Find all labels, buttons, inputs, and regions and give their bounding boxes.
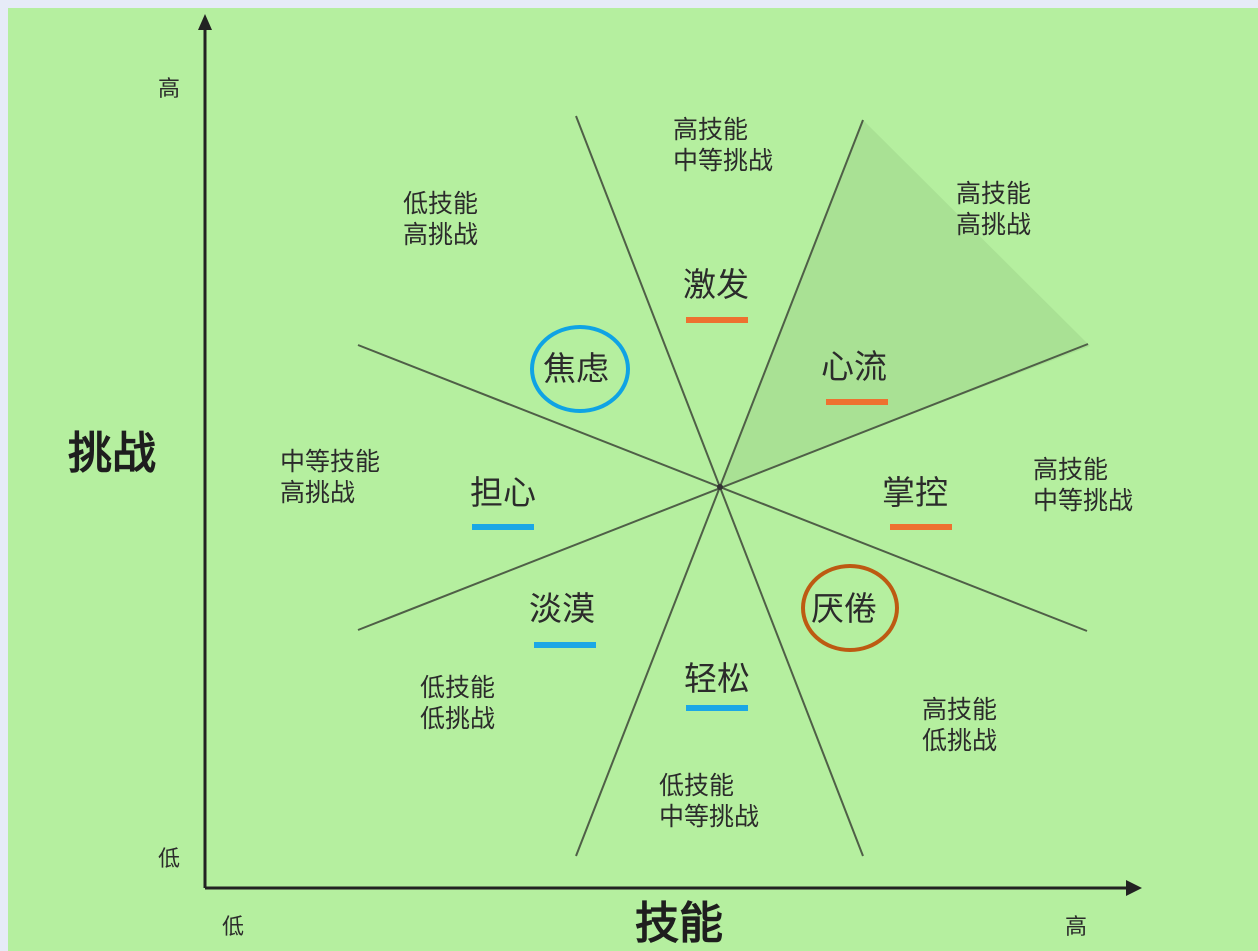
region-bottom-label: 低技能 中等挑战 — [659, 770, 759, 833]
region-upper-right-line1: 高技能 — [956, 179, 1032, 208]
flow-underline — [826, 399, 888, 405]
state-worry: 担心 — [470, 473, 536, 512]
region-upper-left-line2: 高挑战 — [403, 220, 479, 250]
region-left-line1: 中等技能 — [280, 447, 381, 476]
region-top-label: 高技能 中等挑战 — [673, 114, 773, 177]
region-bottom-line2: 中等挑战 — [659, 802, 760, 832]
region-right-line1: 高技能 — [1033, 455, 1109, 484]
region-lower-right-label: 高技能 低挑战 — [922, 694, 997, 757]
state-relaxation: 轻松 — [684, 659, 750, 698]
y-axis-label: 挑战 — [68, 428, 156, 479]
region-right-line2: 中等挑战 — [1033, 486, 1134, 516]
x-axis-label: 技能 — [635, 898, 723, 949]
state-flow: 心流 — [821, 347, 887, 386]
boredom-circle — [801, 564, 899, 652]
region-upper-left-label: 低技能 高挑战 — [403, 188, 478, 251]
region-top-line1: 高技能 — [673, 115, 749, 144]
state-control: 掌控 — [882, 473, 948, 512]
region-lower-left-line2: 低挑战 — [420, 704, 496, 734]
apathy-underline — [534, 642, 596, 648]
region-top-line2: 中等挑战 — [673, 146, 774, 176]
region-lower-left-line1: 低技能 — [420, 673, 496, 702]
control-underline — [890, 524, 952, 530]
diagram-canvas: 挑战 技能 高 低 低 高 高技能 中等挑战 低技能 高挑战 高技能 高挑战 中… — [8, 8, 1258, 951]
relaxation-underline — [686, 705, 748, 711]
x-axis-arrow — [1126, 880, 1142, 896]
y-axis-high-tick: 高 — [158, 77, 181, 102]
anxiety-circle — [530, 325, 630, 413]
state-apathy: 淡漠 — [529, 589, 595, 628]
region-right-label: 高技能 中等挑战 — [1033, 454, 1133, 517]
state-arousal: 激发 — [683, 265, 749, 304]
region-bottom-line1: 低技能 — [659, 771, 735, 800]
x-axis-low-tick: 低 — [222, 915, 245, 940]
flow-zone-highlight — [720, 120, 1090, 487]
y-axis-arrow — [198, 14, 212, 30]
x-axis-high-tick: 高 — [1065, 915, 1088, 940]
region-upper-right-label: 高技能 高挑战 — [956, 178, 1031, 241]
region-lower-left-label: 低技能 低挑战 — [420, 672, 495, 735]
region-left-label: 中等技能 高挑战 — [280, 446, 380, 509]
worry-underline — [472, 524, 534, 530]
region-lower-right-line1: 高技能 — [922, 695, 998, 724]
center-point — [717, 484, 723, 490]
region-upper-left-line1: 低技能 — [403, 189, 479, 218]
diagram-lines — [198, 14, 1142, 896]
region-lower-right-line2: 低挑战 — [922, 726, 998, 756]
region-upper-right-line2: 高挑战 — [956, 210, 1032, 240]
y-axis-low-tick: 低 — [158, 847, 181, 872]
arousal-underline — [686, 317, 748, 323]
region-left-line2: 高挑战 — [280, 478, 356, 508]
